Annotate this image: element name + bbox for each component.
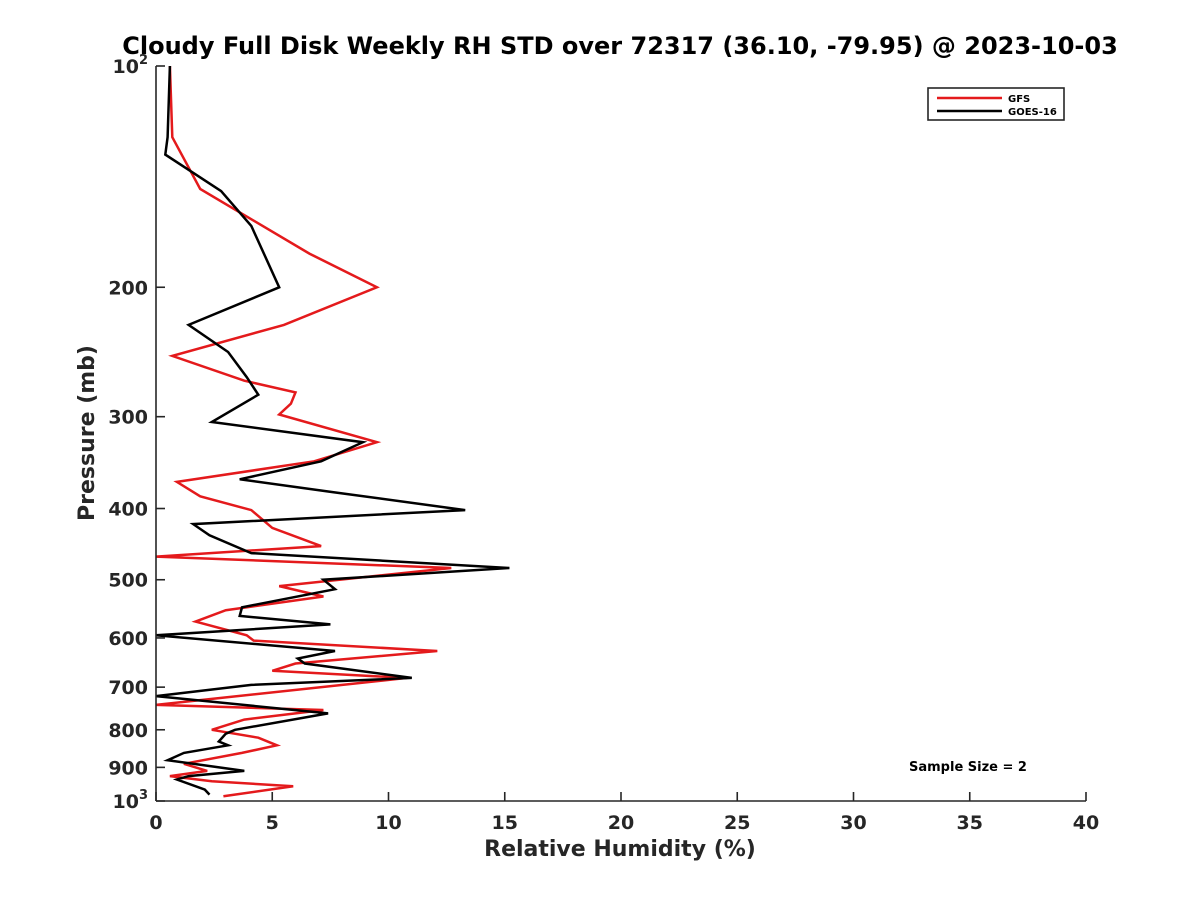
legend: GFS GOES-16 <box>927 87 1065 121</box>
y-axis-label: Pressure (mb) <box>75 345 100 521</box>
y-tick-label: 103 <box>113 788 149 813</box>
series-line-gfs <box>155 65 452 798</box>
series-line-goes-16 <box>155 65 510 796</box>
x-tick-label: 0 <box>149 812 162 834</box>
y-tick-label: 500 <box>108 570 148 592</box>
y-tick-label-exponent: 2 <box>139 53 148 68</box>
y-tick-label: 400 <box>108 499 148 521</box>
sample-size-annotation: Sample Size = 2 <box>909 760 1027 775</box>
y-tick-label-exponent: 3 <box>139 788 148 803</box>
x-tick-label: 5 <box>266 812 279 834</box>
plot-area: 0 5 10 15 20 25 30 35 40102200300400500600700800… <box>108 53 1099 834</box>
y-tick-label: 300 <box>108 407 148 429</box>
y-tick-label-base: 10 <box>113 56 139 78</box>
x-axis-label: Relative Humidity (%) <box>484 837 756 862</box>
y-tick-label: 800 <box>108 720 148 742</box>
y-tick-label-base: 10 <box>113 791 139 813</box>
x-tick-label: 10 <box>375 812 401 834</box>
x-tick-label: 30 <box>840 812 866 834</box>
x-tick-label: 25 <box>724 812 750 834</box>
legend-label: GFS <box>1008 94 1030 105</box>
y-tick-label: 102 <box>113 53 149 78</box>
legend-box <box>927 87 1065 121</box>
x-tick-label: 40 <box>1073 812 1099 834</box>
y-tick-label: 600 <box>108 628 148 650</box>
x-tick-label: 35 <box>957 812 983 834</box>
chart-title: Cloudy Full Disk Weekly RH STD over 7231… <box>122 32 1118 60</box>
y-tick-label: 900 <box>108 757 148 779</box>
legend-label: GOES-16 <box>1008 107 1057 118</box>
x-tick-label: 20 <box>608 812 634 834</box>
x-tick-label: 15 <box>492 812 518 834</box>
y-tick-label: 200 <box>108 277 148 299</box>
y-tick-label: 700 <box>108 677 148 699</box>
